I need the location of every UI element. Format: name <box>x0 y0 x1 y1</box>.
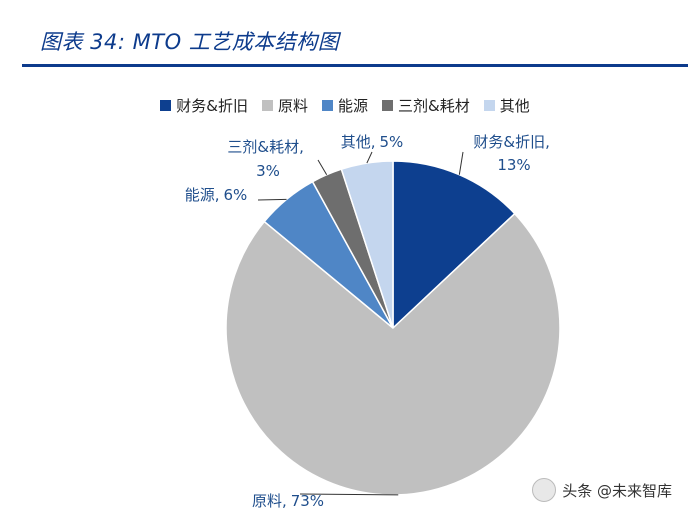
callout-value: 13% <box>497 156 530 174</box>
legend-label: 三剂&耗材 <box>398 97 470 115</box>
callout-value: 5% <box>379 133 403 151</box>
legend-swatch <box>382 100 393 111</box>
callout-value: 73% <box>291 492 324 510</box>
legend-item: 财务&折旧 <box>160 95 248 116</box>
legend-label: 其他 <box>499 97 530 115</box>
legend-swatch <box>483 100 495 111</box>
svg-text:三剂&耗材, 3%: 三剂&耗材, 3% <box>227 138 308 180</box>
svg-text:能源,6%: 能源, 6% <box>185 186 248 204</box>
callout-name: 其他, <box>341 133 376 151</box>
title-divider <box>22 64 688 67</box>
leader-line <box>317 159 328 175</box>
callout-value: 6% <box>223 186 247 204</box>
legend-label: 财务&折旧 <box>176 97 248 115</box>
callout-value: 3% <box>256 162 280 180</box>
svg-text:原料,73%: 原料, 73% <box>252 492 324 510</box>
chart-legend: 财务&折旧 原料 能源 三剂&耗材 其他 <box>0 95 690 116</box>
legend-swatch <box>261 100 273 111</box>
watermark-icon <box>532 478 557 502</box>
legend-item: 原料 <box>261 95 308 116</box>
watermark-text: 头条 @未来智库 <box>562 481 672 500</box>
pie-slice <box>392 160 516 330</box>
leader-lines <box>257 151 464 496</box>
callout-name: 原料, <box>252 492 287 510</box>
watermark: 头条 @未来智库 <box>532 478 672 502</box>
legend-swatch <box>160 100 172 111</box>
legend-label: 能源 <box>337 97 368 115</box>
legend-label: 原料 <box>277 97 308 115</box>
legend-item: 其他 <box>483 95 530 116</box>
svg-text:财务&折旧, 13%: 财务&折旧, 13% <box>473 133 554 174</box>
leader-line <box>366 151 373 164</box>
callout-name: 财务&折旧, <box>473 133 549 151</box>
legend-item: 三剂&耗材 <box>382 95 470 116</box>
svg-text:其他,5%: 其他, 5% <box>341 133 404 151</box>
legend-swatch <box>321 100 333 111</box>
leader-line <box>458 151 464 175</box>
callout-name: 三剂&耗材, <box>227 138 303 156</box>
pie-slices <box>225 160 561 496</box>
chart-title: 图表 34: MTO 工艺成本结构图 <box>40 30 340 54</box>
pie-slice <box>340 160 394 329</box>
callout-name: 能源, <box>185 186 220 204</box>
legend-item: 能源 <box>321 95 368 116</box>
leader-line <box>299 493 399 496</box>
leader-line <box>257 198 287 201</box>
